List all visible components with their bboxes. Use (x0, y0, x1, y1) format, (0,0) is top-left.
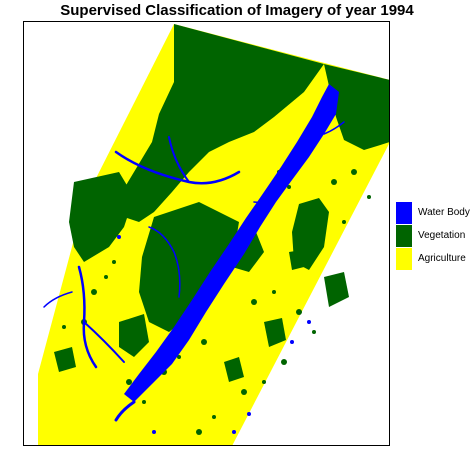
map-title: Supervised Classification of Imagery of … (60, 2, 414, 19)
legend-label-water-body: Water Body (418, 207, 470, 218)
legend-swatch-agriculture (396, 248, 412, 270)
classified-raster (38, 24, 389, 445)
classification-map (23, 21, 390, 446)
legend-swatch-vegetation (396, 225, 412, 247)
vegetation-speckles (62, 169, 371, 435)
vegetation-patches (54, 24, 389, 382)
water-specks (117, 235, 311, 434)
tributaries (43, 121, 345, 422)
legend-label-vegetation: Vegetation (418, 230, 466, 241)
legend-swatch-water-body (396, 202, 412, 224)
legend-label-agriculture: Agriculture (418, 253, 466, 264)
main-river (124, 84, 339, 402)
